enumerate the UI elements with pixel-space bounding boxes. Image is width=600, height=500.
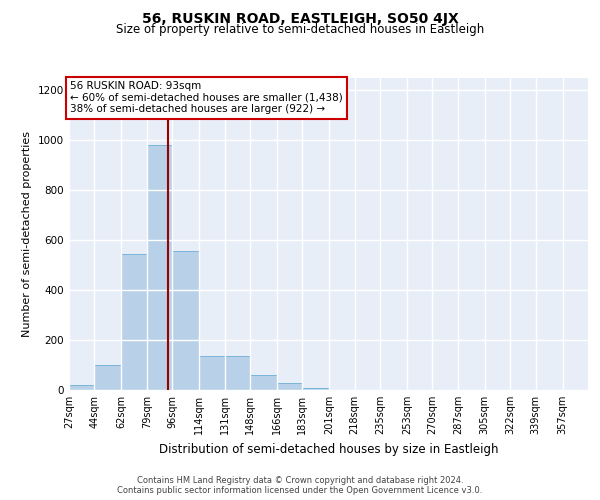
Text: Contains HM Land Registry data © Crown copyright and database right 2024.
Contai: Contains HM Land Registry data © Crown c… [118,476,482,495]
Bar [250,375,277,390]
Bar [199,356,224,390]
Text: 56, RUSKIN ROAD, EASTLEIGH, SO50 4JX: 56, RUSKIN ROAD, EASTLEIGH, SO50 4JX [142,12,458,26]
Bar [147,145,172,390]
Bar [94,365,121,390]
Bar [277,383,302,390]
Bar [69,385,94,390]
Bar [121,254,147,390]
Bar [172,251,199,390]
Bar [302,388,329,390]
Text: 56 RUSKIN ROAD: 93sqm
← 60% of semi-detached houses are smaller (1,438)
38% of s: 56 RUSKIN ROAD: 93sqm ← 60% of semi-deta… [70,81,343,114]
Text: Size of property relative to semi-detached houses in Eastleigh: Size of property relative to semi-detach… [116,22,484,36]
Bar [224,356,250,390]
X-axis label: Distribution of semi-detached houses by size in Eastleigh: Distribution of semi-detached houses by … [159,442,498,456]
Y-axis label: Number of semi-detached properties: Number of semi-detached properties [22,130,32,337]
